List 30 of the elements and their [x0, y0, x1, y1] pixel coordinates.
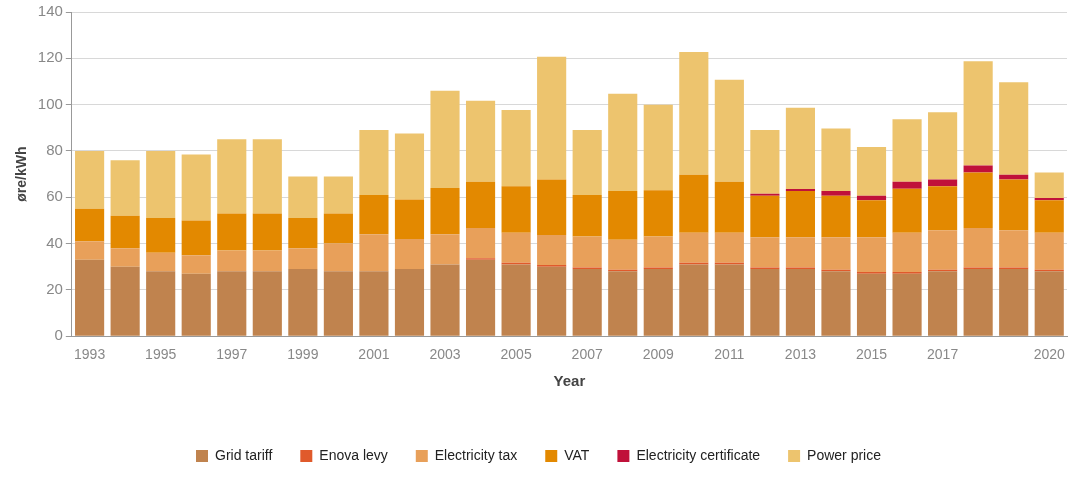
x-tick-label: 2007	[571, 346, 603, 363]
y-tick-label: 60	[46, 187, 63, 205]
y-tick-label: 20	[46, 280, 63, 298]
x-tick-label: 2013	[784, 346, 817, 363]
legend-label: Electricity tax	[434, 446, 518, 463]
x-tick-label: 1995	[145, 346, 177, 363]
x-tick-label: 2011	[714, 346, 745, 363]
legend-label: Enova levy	[319, 446, 388, 463]
x-axis-title: Year	[553, 372, 586, 390]
x-tick-label: 2009	[642, 346, 675, 363]
y-tick-label: 140	[37, 2, 63, 20]
x-tick-label: 2005	[500, 346, 532, 363]
x-tick-label: 2017	[927, 346, 959, 363]
x-tick-label: 2015	[855, 346, 888, 363]
y-tick-label: 120	[37, 48, 63, 66]
x-tick-label: 1997	[216, 346, 248, 363]
y-axis-title: øre/kWh	[13, 146, 30, 202]
y-tick-label: 40	[46, 233, 63, 251]
legend-label: Power price	[807, 446, 882, 463]
x-tick-label: 2001	[358, 346, 390, 363]
x-tick-label: 1999	[287, 346, 319, 363]
y-tick-label: 0	[54, 326, 63, 344]
legend-label: Grid tariff	[214, 446, 273, 463]
x-tick-label: 1993	[74, 346, 106, 363]
y-tick-label: 100	[37, 94, 63, 112]
x-tick-label: 2003	[429, 346, 461, 363]
legend-label: Electricity certificate	[636, 446, 761, 463]
legend-label: VAT	[564, 446, 590, 463]
x-tick-label: 2020	[1033, 346, 1066, 363]
y-tick-label: 80	[46, 141, 63, 159]
